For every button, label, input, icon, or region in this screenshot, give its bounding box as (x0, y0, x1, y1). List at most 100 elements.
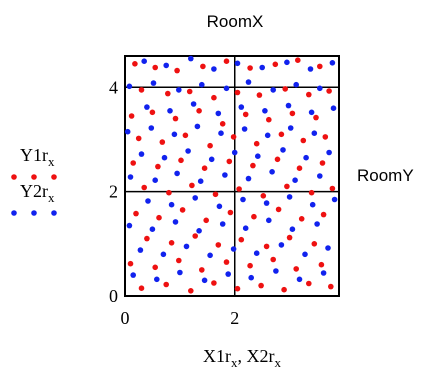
point-series-2 (222, 172, 228, 178)
point-series-1 (159, 139, 166, 145)
point-series-1 (178, 157, 184, 164)
point-series-2 (326, 149, 332, 156)
point-series-1 (188, 288, 194, 294)
point-series-1 (211, 280, 217, 286)
point-series-1 (326, 88, 332, 94)
point-series-1 (174, 67, 180, 74)
point-series-1 (149, 109, 156, 116)
point-series-1 (313, 114, 319, 121)
point-series-1 (234, 285, 241, 292)
point-series-2 (266, 217, 272, 224)
point-series-2 (160, 251, 167, 258)
point-series-1 (298, 216, 305, 222)
plot-frame (124, 55, 340, 297)
point-series-2 (270, 87, 277, 93)
point-series-1 (281, 286, 287, 293)
point-series-2 (329, 60, 336, 66)
point-series-2 (144, 104, 150, 110)
point-series-1 (179, 207, 186, 213)
point-series-1 (317, 63, 323, 70)
point-series-2 (192, 195, 198, 201)
point-series-1 (138, 285, 145, 292)
point-series-2 (262, 108, 268, 114)
legend-sub-series-1: x (48, 154, 55, 169)
point-series-1 (278, 131, 285, 138)
point-series-1 (275, 206, 282, 213)
point-series-2 (171, 131, 178, 138)
x-tick-label: 2 (230, 308, 239, 328)
point-series-2 (141, 58, 147, 64)
legend-marker-dot (31, 174, 37, 180)
point-series-2 (248, 274, 254, 281)
x-label-part-a: X1r (203, 346, 231, 366)
legend-entry-series-2: Y2rx (11, 181, 57, 216)
point-series-1 (130, 160, 136, 166)
point-series-1 (242, 111, 249, 118)
y-tick-label: 4 (109, 77, 118, 97)
point-series-2 (138, 151, 145, 157)
point-series-2 (172, 219, 179, 225)
point-series-1 (230, 134, 237, 140)
point-series-2 (289, 226, 296, 232)
point-series-1 (223, 259, 230, 265)
point-series-2 (259, 64, 266, 71)
point-series-1 (165, 90, 171, 97)
point-series-1 (300, 137, 307, 144)
point-series-2 (148, 125, 155, 131)
point-series-2 (201, 277, 208, 284)
legend-marker-dot (11, 210, 17, 216)
point-series-2 (253, 250, 260, 256)
point-series-2 (225, 271, 231, 277)
x-tick-label: 0 (121, 308, 130, 328)
point-series-2 (292, 177, 298, 183)
point-series-2 (177, 269, 183, 276)
point-series-1 (168, 240, 175, 246)
point-series-2 (168, 201, 175, 208)
point-series-2 (284, 59, 290, 66)
point-series-2 (127, 174, 134, 180)
point-series-1 (172, 115, 179, 122)
point-series-1 (155, 163, 161, 170)
point-series-2 (264, 132, 271, 139)
data-points (124, 55, 338, 294)
gridlines (125, 56, 339, 296)
point-series-1 (266, 116, 272, 123)
point-series-1 (296, 165, 303, 171)
point-series-1 (176, 257, 182, 264)
x-label-part-a-sub: x (231, 355, 238, 370)
legend-name-series-1: Y1r (20, 145, 48, 165)
point-series-1 (166, 189, 172, 196)
plot-area (124, 55, 340, 297)
point-series-1 (250, 162, 256, 169)
legend-marker-dot (51, 210, 57, 216)
point-series-1 (207, 142, 213, 149)
point-series-1 (212, 191, 219, 198)
point-series-1 (138, 87, 145, 93)
point-series-2 (167, 108, 173, 114)
point-series-1 (282, 86, 289, 92)
legend-marker-dot (11, 174, 17, 180)
legend-marker-series-2 (11, 210, 57, 216)
point-series-2 (240, 196, 246, 203)
point-series-1 (141, 184, 147, 191)
point-series-1 (132, 61, 138, 67)
x-axis-label: X1rx, X2rx (203, 346, 282, 370)
point-series-2 (296, 276, 303, 283)
point-series-1 (329, 185, 336, 192)
point-series-1 (215, 242, 222, 248)
point-series-1 (192, 233, 198, 239)
point-series-1 (226, 158, 233, 165)
legend-label-series-2: Y2rx (20, 181, 55, 205)
point-series-1 (199, 267, 205, 273)
point-series-1 (311, 241, 318, 247)
point-series-1 (203, 217, 209, 224)
point-series-2 (130, 272, 136, 278)
point-series-1 (133, 210, 139, 217)
point-series-1 (318, 261, 325, 268)
point-series-2 (211, 66, 217, 72)
point-series-1 (295, 57, 301, 63)
point-series-1 (263, 243, 270, 250)
point-series-1 (272, 61, 279, 68)
point-series-2 (278, 242, 285, 248)
